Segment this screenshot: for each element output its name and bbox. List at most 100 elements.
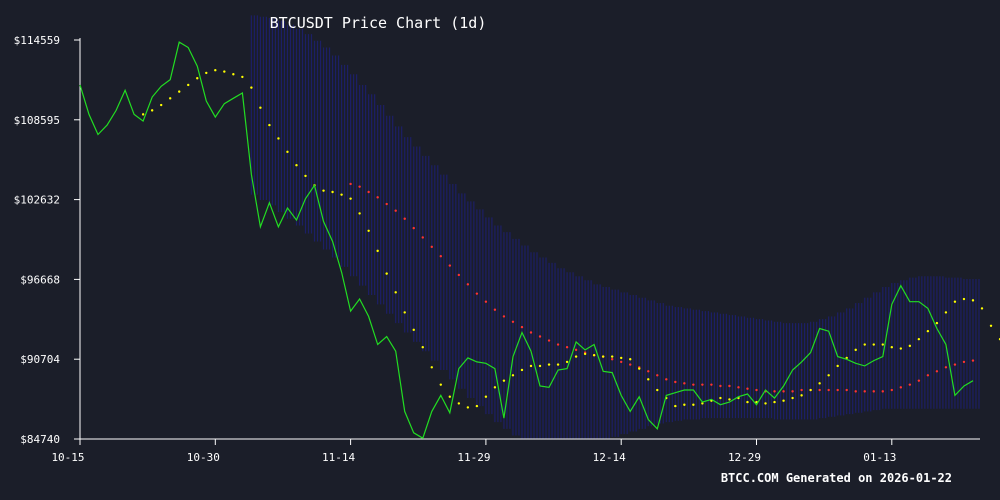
short-ma-point — [881, 343, 884, 346]
long-ma-point — [412, 226, 415, 230]
short-ma-point — [953, 300, 957, 303]
short-ma-point — [971, 299, 975, 302]
short-ma-point — [150, 109, 154, 112]
short-ma-point — [944, 311, 948, 314]
short-ma-point — [430, 366, 433, 369]
short-ma-point — [448, 395, 452, 398]
long-ma-point — [854, 390, 857, 393]
short-ma-point — [863, 343, 866, 346]
short-ma-point — [989, 324, 993, 327]
short-ma-point — [529, 364, 533, 368]
long-ma-point — [656, 374, 659, 377]
chart-title: BTCUSDT Price Chart (1d) — [270, 14, 487, 32]
short-ma-point — [232, 73, 235, 76]
short-ma-point — [520, 368, 524, 372]
short-ma-point — [484, 395, 488, 398]
y-tick-label: $102632 — [14, 194, 60, 207]
long-ma-point — [430, 245, 433, 249]
short-ma-point — [620, 356, 623, 360]
chart-axes — [79, 38, 980, 440]
short-ma-point — [773, 400, 776, 404]
short-ma-point — [854, 348, 857, 352]
short-ma-point — [872, 343, 875, 346]
short-ma-point — [457, 402, 461, 405]
long-ma-point — [791, 390, 794, 393]
x-tick-label: 10-15 — [51, 451, 84, 464]
short-ma-point — [782, 399, 785, 402]
short-ma-point — [502, 379, 506, 382]
long-ma-point — [475, 292, 479, 295]
short-ma-point — [800, 394, 803, 397]
short-ma-point — [475, 404, 479, 408]
long-ma-point — [755, 388, 758, 392]
x-tick-label: 01-13 — [863, 451, 896, 464]
short-ma-point — [385, 272, 388, 275]
short-ma-point — [719, 396, 722, 400]
short-ma-point — [701, 402, 704, 405]
short-ma-point — [511, 374, 515, 377]
short-ma-point — [728, 398, 731, 401]
long-ma-point — [782, 390, 785, 393]
y-tick-label: $96668 — [20, 273, 60, 286]
short-ma-point — [583, 352, 587, 356]
y-axis-ticks: $84740 $90704 $96668 $102632 $108595 $114559 — [14, 34, 80, 446]
short-ma-point — [159, 103, 163, 107]
long-ma-point — [538, 335, 542, 338]
y-tick-label: $90704 — [20, 353, 60, 366]
short-ma-point — [241, 75, 244, 79]
short-ma-point — [592, 354, 596, 357]
short-ma-point — [304, 174, 307, 178]
short-ma-point — [169, 97, 172, 100]
short-ma-point — [908, 344, 912, 348]
short-ma-point — [647, 378, 650, 381]
long-ma-point — [971, 359, 975, 362]
short-ma-point — [403, 311, 406, 314]
long-ma-point — [565, 346, 569, 349]
long-ma-point — [890, 388, 893, 392]
long-ma-point — [962, 360, 966, 364]
x-tick-label: 12-29 — [728, 451, 761, 464]
x-tick-label: 10-30 — [187, 451, 220, 464]
short-ma-point — [259, 106, 262, 109]
short-ma-point — [178, 90, 181, 93]
short-ma-point — [223, 70, 226, 73]
short-ma-point — [367, 229, 370, 232]
long-ma-point — [818, 388, 821, 392]
short-ma-point — [574, 355, 578, 358]
short-ma-point — [214, 69, 217, 72]
short-ma-point — [565, 360, 569, 364]
long-ma-point — [511, 320, 515, 323]
long-ma-point — [620, 360, 623, 364]
long-ma-point — [674, 380, 677, 384]
y-tick-label: $114559 — [14, 34, 60, 47]
long-ma-point — [529, 331, 533, 334]
long-ma-point — [908, 383, 912, 386]
short-ma-point — [809, 388, 812, 392]
price-series — [79, 41, 974, 440]
long-ma-point — [665, 378, 668, 381]
long-ma-point — [574, 348, 578, 352]
short-ma-point — [187, 83, 190, 87]
long-ma-point — [349, 182, 352, 186]
short-ma-point — [890, 346, 893, 349]
short-ma-point — [439, 383, 442, 386]
short-ma-point — [376, 249, 379, 253]
short-ma-point — [638, 367, 641, 370]
long-ma-point — [827, 388, 830, 392]
short-ma-point — [656, 388, 659, 392]
long-ma-point — [710, 383, 713, 386]
long-ma-point — [610, 358, 614, 361]
long-ma-point — [836, 388, 839, 392]
long-ma-point — [746, 387, 749, 390]
short-ma-point — [322, 189, 325, 192]
long-ma-point — [493, 308, 497, 311]
x-tick-label: 11-14 — [322, 451, 355, 464]
short-ma-point — [926, 329, 930, 333]
short-ma-point — [827, 374, 830, 377]
long-ma-point — [944, 366, 948, 369]
short-ma-point — [493, 386, 497, 389]
long-ma-point — [457, 273, 461, 277]
short-ma-point — [764, 402, 767, 405]
long-ma-point — [385, 202, 388, 206]
